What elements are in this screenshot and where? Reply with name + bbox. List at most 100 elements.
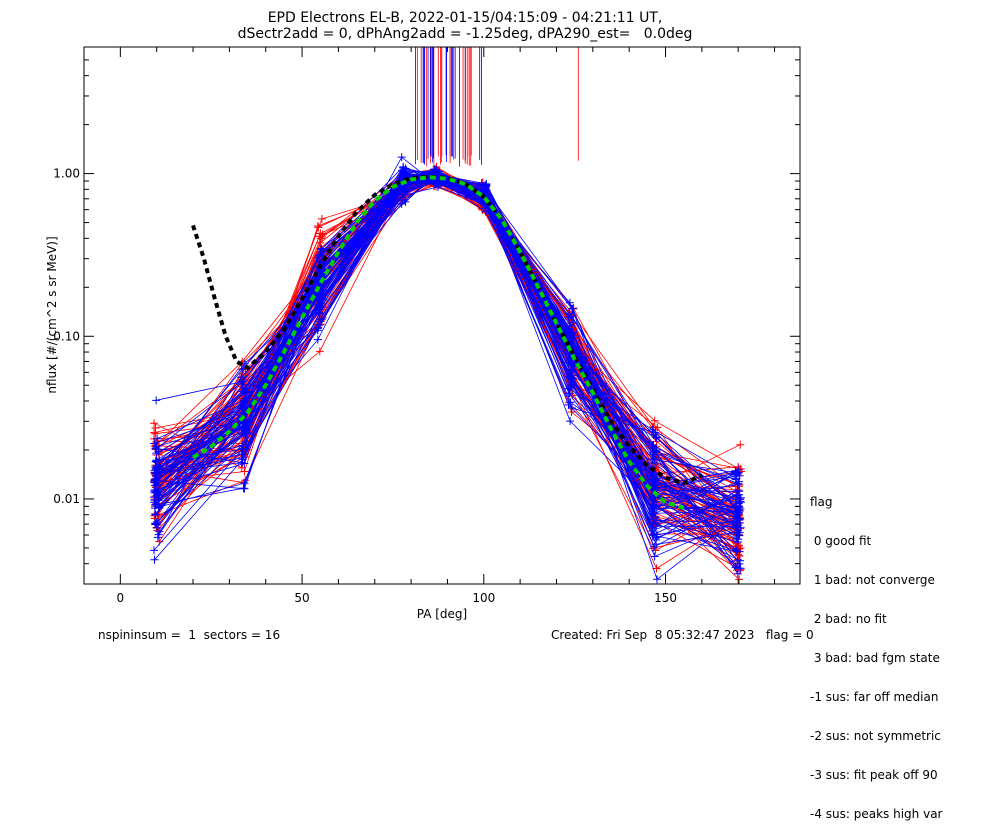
data-point-marker bbox=[240, 484, 249, 493]
data-point-marker bbox=[316, 248, 325, 257]
data-point-marker bbox=[315, 317, 324, 326]
data-point-marker bbox=[151, 444, 160, 453]
flag-legend: flag 0 good fit 1 bad: not converge 2 ba… bbox=[810, 470, 942, 834]
data-point-marker bbox=[152, 519, 161, 528]
plot-frame bbox=[83, 46, 801, 585]
y-tick-label: 0.01 bbox=[53, 492, 80, 506]
axes: 0 50 100 150 0.01 0.10 1.00 bbox=[53, 46, 800, 605]
data-point-marker bbox=[240, 397, 249, 406]
data-point-marker bbox=[241, 422, 250, 431]
data-point-marker bbox=[241, 444, 250, 453]
data-point-marker bbox=[314, 308, 323, 317]
data-point-marker bbox=[734, 479, 743, 488]
data-point-marker bbox=[652, 564, 661, 573]
data-point-marker bbox=[736, 498, 745, 507]
data-point-marker bbox=[564, 389, 573, 398]
data-point-marker bbox=[155, 456, 164, 465]
data-point-marker bbox=[564, 313, 573, 322]
data-point-marker bbox=[150, 555, 159, 564]
x-tick-label: 0 bbox=[117, 591, 125, 605]
data-point-marker bbox=[315, 347, 324, 356]
y-tick-label: 1.00 bbox=[53, 167, 80, 181]
y-axis-label: nflux [#/(cm^2 s sr MeV)] bbox=[45, 236, 59, 393]
legend-item-peak-off-90: -3 sus: fit peak off 90 bbox=[810, 768, 938, 782]
legend-item-bad-fgm: 3 bad: bad fgm state bbox=[810, 651, 940, 665]
data-point-marker bbox=[734, 514, 743, 523]
data-point-marker bbox=[477, 179, 486, 188]
legend-item-not-symmetric: -2 sus: not symmetric bbox=[810, 729, 941, 743]
data-point-marker bbox=[149, 546, 158, 555]
legend-item-no-fit: 2 bad: no fit bbox=[810, 612, 887, 626]
data-point-marker bbox=[481, 207, 490, 216]
data-point-marker bbox=[569, 318, 578, 327]
data-point-marker bbox=[316, 288, 325, 297]
data-point-marker bbox=[397, 153, 406, 162]
data-point-marker bbox=[732, 528, 741, 537]
data-point-marker bbox=[733, 526, 742, 535]
data-point-marker bbox=[734, 465, 743, 474]
data-point-marker bbox=[568, 374, 577, 383]
plot-area bbox=[149, 47, 745, 584]
data-point-marker bbox=[152, 463, 161, 472]
spectrum-blue bbox=[150, 171, 742, 513]
data-point-marker bbox=[651, 428, 660, 437]
data-point-marker bbox=[567, 381, 576, 390]
data-point-marker bbox=[567, 403, 576, 412]
data-point-marker bbox=[318, 266, 327, 275]
data-point-marker bbox=[242, 437, 251, 446]
data-point-marker bbox=[734, 535, 743, 544]
data-point-marker bbox=[241, 396, 250, 405]
data-point-marker bbox=[398, 166, 407, 175]
data-point-marker bbox=[566, 417, 575, 426]
data-point-marker bbox=[151, 510, 160, 519]
data-point-marker bbox=[238, 380, 247, 389]
flux-chart: 0 50 100 150 0.01 0.10 1.00 PA [deg] nflux [#/… bbox=[45, 46, 801, 621]
data-point-marker bbox=[317, 214, 326, 223]
spectrum-line bbox=[156, 171, 739, 486]
data-point-marker bbox=[652, 540, 661, 549]
data-point-marker bbox=[150, 488, 159, 497]
data-point-marker bbox=[313, 335, 322, 344]
chart-title-line1: EPD Electrons EL-B, 2022-01-15/04:15:09 … bbox=[267, 10, 663, 26]
data-point-marker bbox=[313, 326, 322, 335]
legend-item-not-converge: 1 bad: not converge bbox=[810, 573, 935, 587]
data-point-marker bbox=[650, 503, 659, 512]
data-point-marker bbox=[482, 180, 491, 189]
data-point-marker bbox=[648, 527, 657, 536]
legend-item-far-off-median: -1 sus: far off median bbox=[810, 690, 939, 704]
data-point-marker bbox=[242, 428, 251, 437]
spectrum-line bbox=[156, 177, 739, 485]
median-curve bbox=[191, 175, 685, 510]
footer-right: Created: Fri Sep 8 05:32:47 2023 flag = … bbox=[551, 628, 814, 642]
data-point-marker bbox=[154, 530, 163, 539]
data-point-marker bbox=[318, 232, 327, 241]
data-point-marker bbox=[564, 327, 573, 336]
spectrum-line bbox=[158, 178, 737, 517]
data-point-marker bbox=[736, 440, 745, 449]
data-point-marker bbox=[567, 304, 576, 313]
data-point-marker bbox=[401, 190, 410, 199]
data-point-marker bbox=[150, 439, 159, 448]
data-point-marker bbox=[651, 512, 660, 521]
data-point-marker bbox=[650, 552, 659, 561]
data-point-marker bbox=[151, 429, 160, 438]
data-point-marker bbox=[153, 434, 162, 443]
x-tick-label: 150 bbox=[654, 591, 677, 605]
data-point-marker bbox=[567, 358, 576, 367]
data-point-marker bbox=[650, 416, 659, 425]
y-tick-label: 0.10 bbox=[53, 329, 80, 343]
data-point-marker bbox=[735, 490, 744, 499]
data-point-marker bbox=[153, 523, 162, 532]
data-point-marker bbox=[397, 199, 406, 208]
data-point-marker bbox=[240, 467, 249, 476]
data-point-marker bbox=[736, 504, 745, 513]
data-point-marker bbox=[653, 575, 662, 584]
data-point-marker bbox=[240, 404, 249, 413]
data-point-marker bbox=[152, 449, 161, 458]
data-point-marker bbox=[735, 556, 744, 565]
data-point-marker bbox=[150, 419, 159, 428]
legend-item-peaks-high-var: -4 sus: peaks high var bbox=[810, 807, 943, 821]
data-point-marker bbox=[237, 453, 246, 462]
x-tick-label: 100 bbox=[472, 591, 495, 605]
data-point-marker bbox=[237, 373, 246, 382]
